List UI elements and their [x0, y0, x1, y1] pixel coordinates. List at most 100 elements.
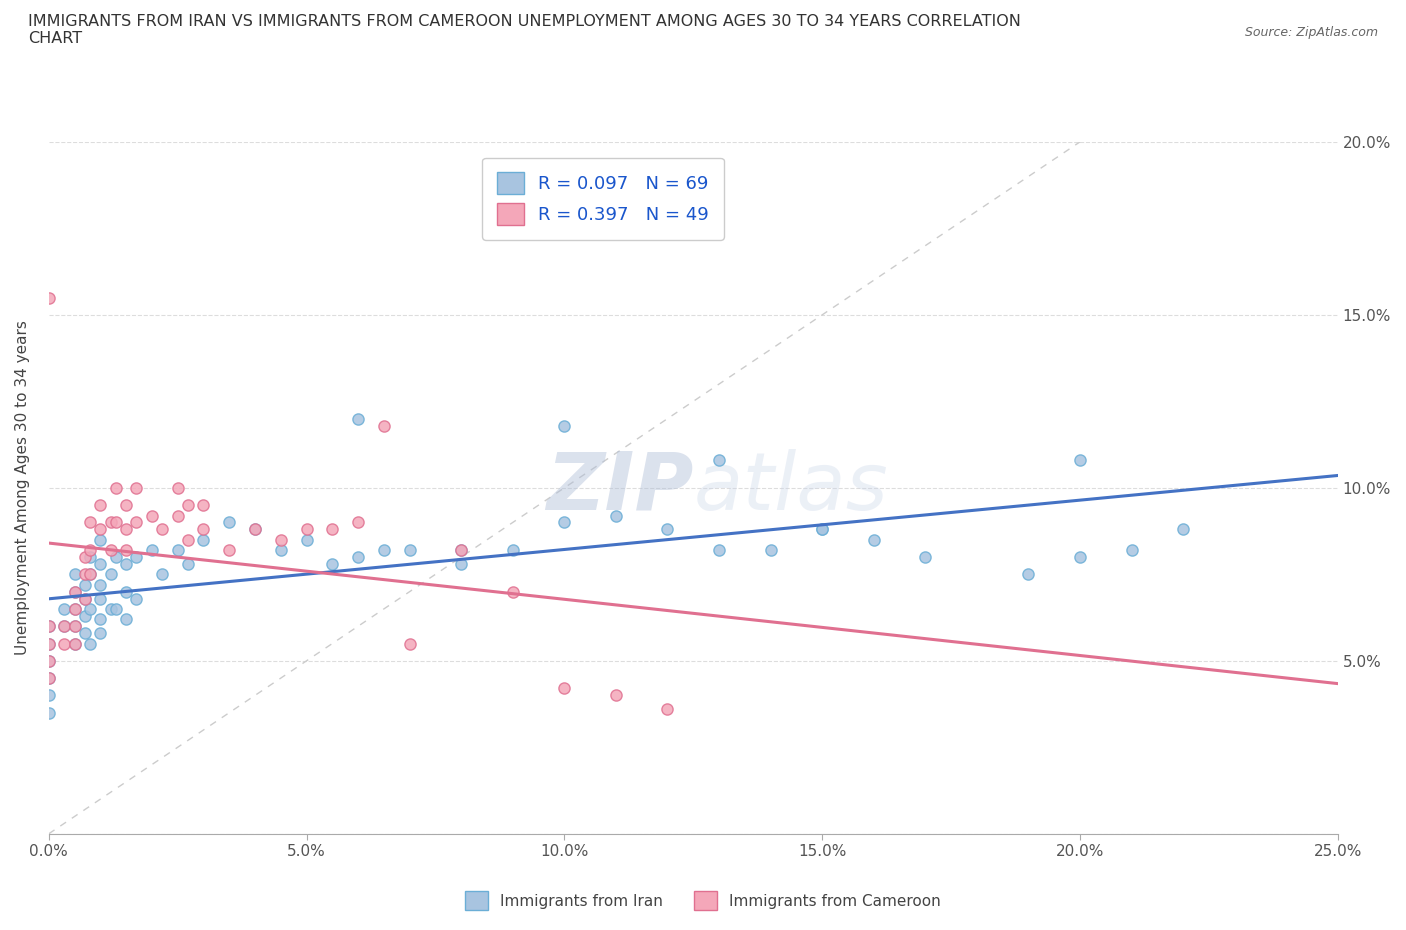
Point — [347, 515, 370, 530]
Point — [373, 543, 395, 558]
Point — [218, 543, 240, 558]
Point — [38, 688, 60, 703]
Point — [166, 543, 188, 558]
Point — [100, 602, 122, 617]
Point — [89, 532, 111, 547]
Point — [73, 591, 96, 606]
Point — [177, 532, 200, 547]
Point — [100, 515, 122, 530]
Point — [862, 532, 884, 547]
Text: Source: ZipAtlas.com: Source: ZipAtlas.com — [1244, 26, 1378, 39]
Point — [115, 522, 138, 537]
Point — [177, 498, 200, 512]
Legend: Immigrants from Iran, Immigrants from Cameroon: Immigrants from Iran, Immigrants from Ca… — [457, 884, 949, 918]
Point — [811, 522, 834, 537]
Point — [38, 671, 60, 685]
Point — [73, 626, 96, 641]
Point — [553, 515, 575, 530]
Point — [53, 618, 76, 633]
Point — [450, 556, 472, 571]
Point — [63, 636, 86, 651]
Point — [398, 636, 420, 651]
Point — [321, 556, 343, 571]
Point — [270, 543, 292, 558]
Point — [450, 543, 472, 558]
Point — [270, 532, 292, 547]
Point — [125, 515, 148, 530]
Point — [243, 522, 266, 537]
Text: ZIP: ZIP — [546, 449, 693, 526]
Point — [150, 567, 173, 582]
Point — [63, 567, 86, 582]
Point — [73, 578, 96, 592]
Point — [89, 578, 111, 592]
Point — [150, 522, 173, 537]
Point — [450, 543, 472, 558]
Y-axis label: Unemployment Among Ages 30 to 34 years: Unemployment Among Ages 30 to 34 years — [15, 321, 30, 656]
Point — [79, 515, 101, 530]
Point — [89, 556, 111, 571]
Point — [605, 508, 627, 523]
Point — [38, 618, 60, 633]
Point — [502, 543, 524, 558]
Point — [707, 453, 730, 468]
Point — [104, 515, 127, 530]
Point — [141, 508, 163, 523]
Point — [605, 688, 627, 703]
Point — [53, 618, 76, 633]
Point — [243, 522, 266, 537]
Point — [811, 522, 834, 537]
Point — [104, 481, 127, 496]
Point — [73, 567, 96, 582]
Point — [115, 543, 138, 558]
Point — [141, 543, 163, 558]
Point — [79, 543, 101, 558]
Point — [657, 522, 679, 537]
Point — [125, 481, 148, 496]
Point — [38, 671, 60, 685]
Point — [89, 591, 111, 606]
Point — [347, 550, 370, 565]
Point — [89, 626, 111, 641]
Point — [104, 550, 127, 565]
Point — [553, 418, 575, 433]
Point — [79, 567, 101, 582]
Point — [193, 532, 215, 547]
Point — [63, 602, 86, 617]
Point — [100, 567, 122, 582]
Legend: R = 0.097   N = 69, R = 0.397   N = 49: R = 0.097 N = 69, R = 0.397 N = 49 — [482, 158, 724, 240]
Point — [125, 550, 148, 565]
Text: IMMIGRANTS FROM IRAN VS IMMIGRANTS FROM CAMEROON UNEMPLOYMENT AMONG AGES 30 TO 3: IMMIGRANTS FROM IRAN VS IMMIGRANTS FROM … — [28, 14, 1021, 46]
Point — [89, 498, 111, 512]
Point — [1017, 567, 1039, 582]
Point — [193, 522, 215, 537]
Point — [38, 654, 60, 669]
Point — [115, 498, 138, 512]
Point — [1069, 550, 1091, 565]
Point — [295, 522, 318, 537]
Point — [1069, 453, 1091, 468]
Point — [177, 556, 200, 571]
Point — [373, 418, 395, 433]
Point — [38, 618, 60, 633]
Point — [63, 584, 86, 599]
Point — [502, 584, 524, 599]
Point — [759, 543, 782, 558]
Point — [79, 550, 101, 565]
Point — [63, 618, 86, 633]
Point — [1171, 522, 1194, 537]
Point — [53, 602, 76, 617]
Point — [707, 543, 730, 558]
Point — [89, 612, 111, 627]
Point — [38, 636, 60, 651]
Point — [63, 602, 86, 617]
Point — [73, 550, 96, 565]
Point — [89, 522, 111, 537]
Point — [38, 705, 60, 720]
Point — [63, 636, 86, 651]
Point — [914, 550, 936, 565]
Point — [398, 543, 420, 558]
Point — [321, 522, 343, 537]
Text: atlas: atlas — [693, 449, 889, 526]
Point — [115, 556, 138, 571]
